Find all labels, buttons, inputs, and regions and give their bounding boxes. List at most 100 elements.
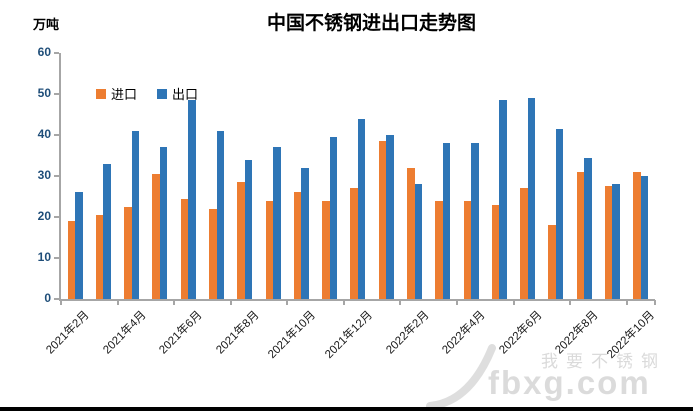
bar-exports-2021年5月 [159,147,168,299]
bar-imports-2021年12月 [350,188,358,299]
bar-group-2021年8月 [231,53,259,299]
imports-swatch-icon [96,88,106,99]
bar-exports-2022年5月 [499,100,507,299]
bar-exports-2022年10月 [640,176,649,299]
bar-group-2022年5月 [485,53,513,299]
bar-group-2022年2月 [400,53,428,299]
x-axis-tick [60,300,62,305]
bar-group-2022年3月 [429,53,457,299]
bar-imports-2021年5月 [152,173,160,299]
exports-swatch-icon [157,88,168,99]
bar-imports-2022年3月 [435,200,443,299]
watermark-text: 我要不锈钢 [541,352,666,371]
x-axis-tick [569,300,572,305]
x-axis-tick-label: 2021年6月 [157,309,205,357]
y-axis-tick [54,93,59,95]
y-axis-unit-label: 万吨 [33,17,60,32]
bar-imports-2022年10月 [633,171,641,299]
x-axis-tick [512,300,515,305]
bar-imports-2021年8月 [237,182,245,299]
bar-exports-2022年4月 [471,143,479,299]
x-axis-tick [399,300,402,305]
y-axis-tick-label: 60 [37,45,51,59]
y-axis-tick-label: 40 [37,127,51,141]
y-axis-tick [54,134,59,136]
x-axis-tick [116,300,119,305]
legend-label-imports: 进口 [111,87,138,102]
bar-imports-2021年9月 [265,200,274,299]
bar-group-2022年9月 [598,53,626,299]
bottom-border-line [0,407,693,411]
legend-item-imports: 进口 [96,84,137,103]
bars-container [61,53,655,299]
bar-exports-2021年10月 [301,167,309,299]
bar-group-2021年11月 [316,53,344,299]
bar-group-2021年7月 [202,53,230,299]
bar-imports-2021年4月 [124,206,132,299]
bar-imports-2022年8月 [576,171,585,299]
bar-exports-2021年3月 [103,163,111,299]
bar-exports-2021年12月 [357,118,366,299]
bar-imports-2021年3月 [95,214,104,299]
y-axis-tick [54,298,59,300]
y-axis-tick-label: 0 [44,291,51,305]
bar-exports-2021年2月 [75,192,83,299]
bar-group-2021年10月 [287,53,315,299]
bar-group-2021年3月 [89,53,117,299]
x-axis-tick [625,300,628,305]
legend: 进口 出口 [96,84,198,103]
bar-imports-2021年11月 [322,200,330,299]
bar-exports-2021年4月 [131,130,140,299]
x-axis-tick-label: 2021年8月 [214,309,262,357]
chart-title: 中国不锈钢进出口走势图 [266,13,476,34]
bar-exports-2022年9月 [612,184,620,299]
y-axis-tick [54,257,59,259]
watermark-swoosh-icon [426,344,496,408]
bar-group-2022年10月 [627,53,655,299]
legend-item-exports: 出口 [157,84,198,103]
bar-exports-2022年2月 [414,184,423,299]
bar-group-2022年7月 [542,53,570,299]
x-axis-tick-label: 2021年10月 [266,309,319,362]
bar-imports-2022年2月 [407,167,415,299]
y-axis-tick-label: 30 [37,168,51,182]
bar-group-2022年1月 [372,53,400,299]
bar-exports-2021年9月 [273,147,281,299]
bar-imports-2021年6月 [180,198,189,299]
x-axis-tick [342,300,345,305]
x-axis-tick-label: 2021年12月 [322,309,375,362]
bar-imports-2022年1月 [378,141,387,299]
y-axis-tick [54,175,59,177]
bar-exports-2021年8月 [244,159,253,299]
bar-imports-2022年7月 [548,225,556,299]
bar-exports-2022年8月 [584,157,592,299]
x-axis-tick [654,300,656,305]
bar-group-2021年12月 [344,53,372,299]
y-axis-tick [54,52,59,55]
x-axis-tick-label: 2021年2月 [44,309,92,357]
bar-group-2021年9月 [259,53,287,299]
y-axis-tick-label: 10 [37,250,51,264]
x-axis-tick [229,300,232,305]
bar-imports-2022年5月 [491,204,500,299]
x-axis-tick-label: 2021年4月 [100,309,149,357]
bar-exports-2021年11月 [329,137,338,299]
y-axis-tick-label: 50 [37,86,51,100]
plot-area: 0 10 20 30 40 50 60 2021年2月 2021年4月 2021年6月 2021年8… [38,45,658,361]
bar-group-2022年4月 [457,53,485,299]
bar-imports-2022年9月 [604,186,613,299]
bar-imports-2022年4月 [463,200,472,299]
legend-label-exports: 出口 [172,87,199,102]
bar-exports-2021年6月 [188,100,196,299]
bar-exports-2021年7月 [216,130,225,299]
bar-exports-2022年6月 [527,98,536,299]
y-axis-tick-label: 20 [37,209,51,223]
bar-imports-2021年7月 [209,208,217,299]
bar-exports-2022年3月 [442,143,451,299]
bar-imports-2021年2月 [67,221,76,299]
x-axis-tick [456,300,458,305]
x-axis-tick [286,300,289,305]
bar-group-2021年6月 [174,53,202,299]
bar-exports-2022年1月 [386,135,394,299]
bar-imports-2022年6月 [520,188,528,299]
